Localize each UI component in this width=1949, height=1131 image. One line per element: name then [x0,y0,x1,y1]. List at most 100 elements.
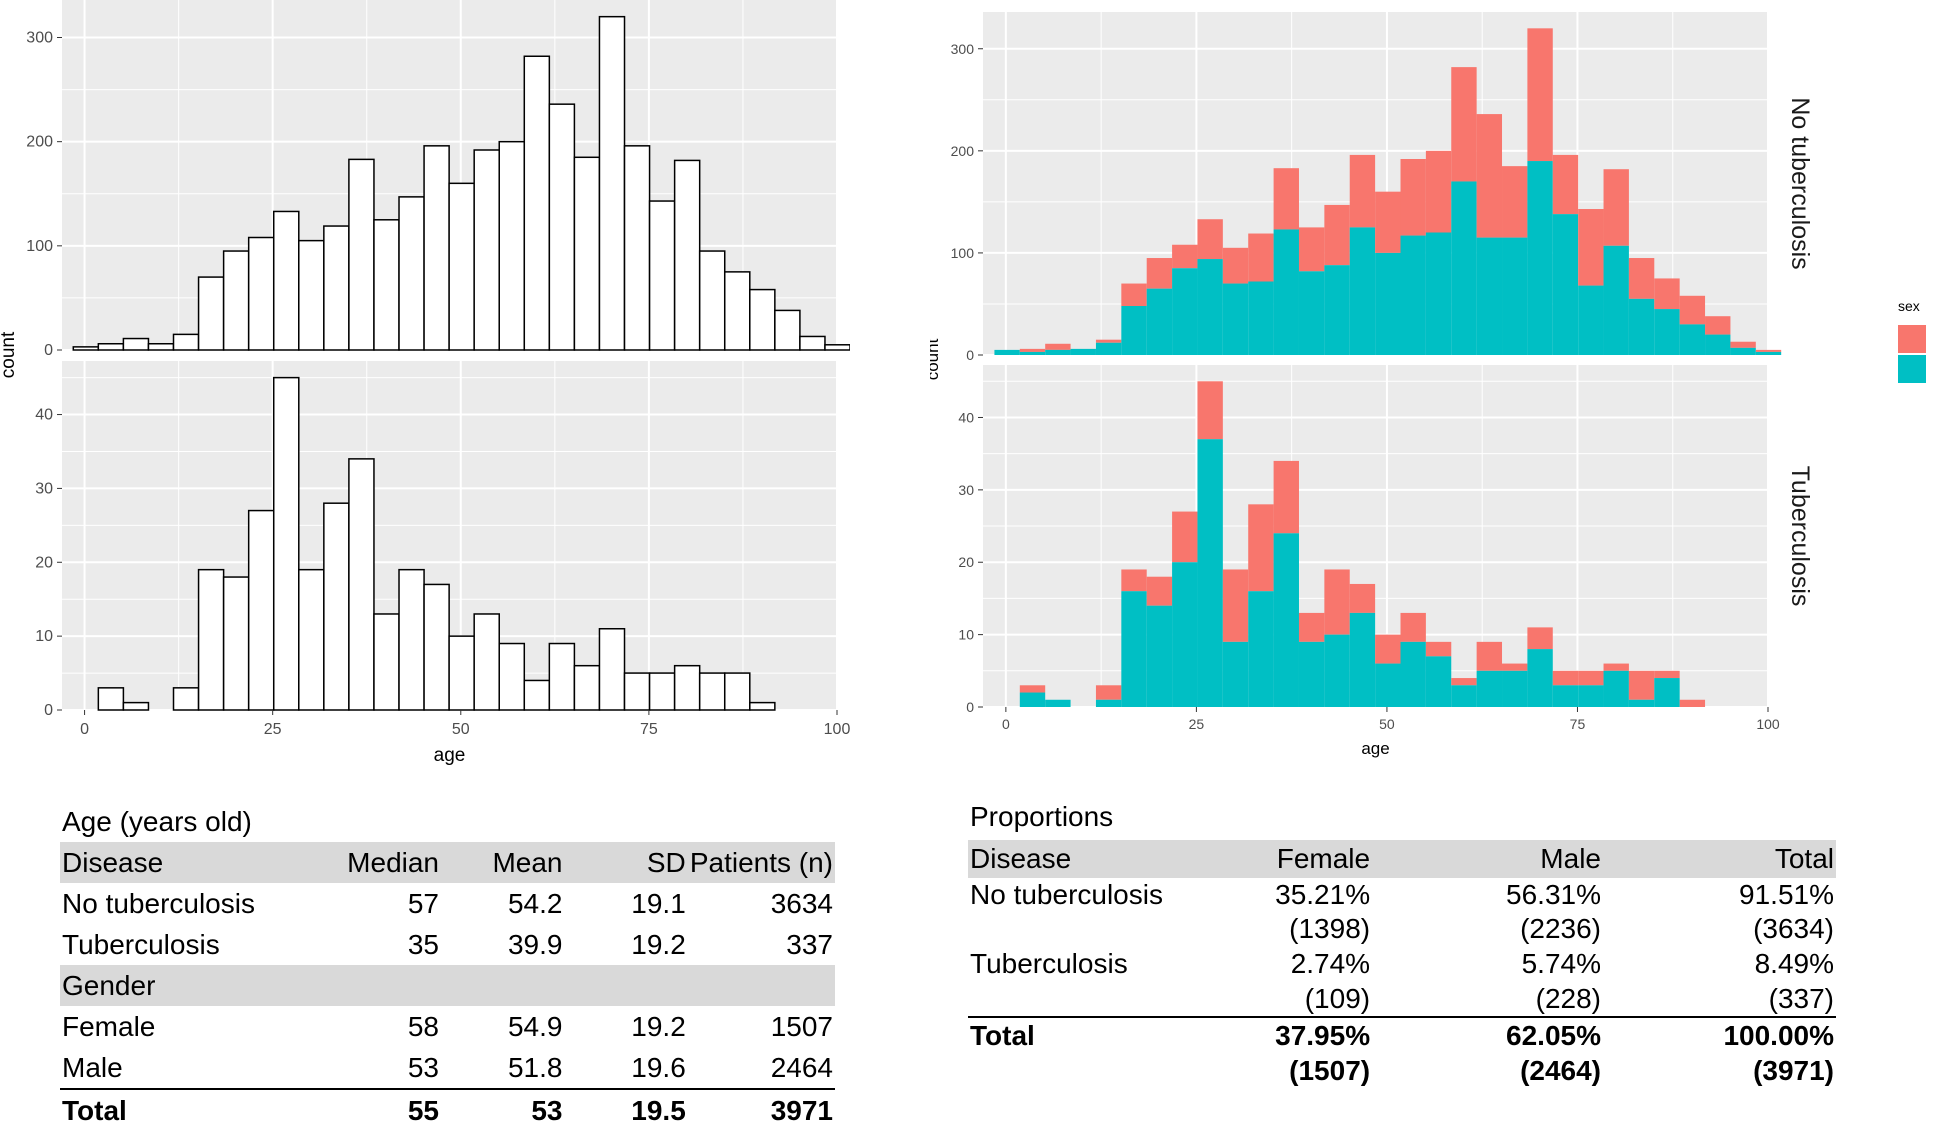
proportions-table-header: Disease Female Male Total [968,840,1836,878]
age-table-caption: Age (years old) [62,806,252,837]
bar-female [1197,219,1223,260]
histogram-bar [247,236,275,351]
bar-male [1476,237,1503,355]
col-male: Male [1372,840,1603,878]
bar-male [1298,271,1325,355]
histogram-bar [122,337,150,351]
y-tick-label: 0 [966,699,974,715]
gender-header-label: Gender [60,965,835,1006]
bar-male [1628,298,1655,355]
bar-female [1019,685,1046,693]
histogram-bar [749,701,776,711]
row-label: No tuberculosis [62,888,255,919]
y-axis-label: count [0,331,19,378]
bar-male [1248,591,1274,707]
bar-female [1400,159,1426,236]
cell-male-n: (2464) [1520,1055,1601,1086]
histogram-bar [623,672,651,711]
bar-female [1349,154,1376,228]
histogram-bar [398,568,425,711]
bar-female [1222,247,1249,284]
cell-median: 35 [407,929,440,960]
total-row: Total 55 53 19.5 3971 [60,1088,835,1131]
table-row-counts: (109) (228) (337) [968,982,1836,1017]
bar-male [1603,670,1629,707]
cell-total-pct: 8.49% [1754,948,1834,979]
bar-female [1730,341,1756,348]
bar-male [1248,281,1274,355]
cell-patients: 2464 [770,1052,833,1083]
bar-female [1527,28,1553,162]
histogram-bar [298,568,325,711]
histogram-bar [423,583,450,711]
bar-male [1654,678,1680,707]
bar-female [1527,627,1553,650]
histogram-bar [272,376,300,711]
blank-cell [968,982,1250,1017]
row-label: Male [62,1052,123,1083]
bar-male [1679,324,1706,355]
bar-female [1248,233,1274,282]
bar-male [1222,641,1249,707]
x-tick-label: 25 [264,721,282,738]
histogram-bar [72,346,100,351]
histogram-bar [723,672,751,711]
histogram-bar [122,701,150,711]
cell-female-pct: 37.95% [1250,1016,1373,1054]
y-tick-label: 30 [958,482,974,498]
x-tick-label: 50 [1379,716,1395,732]
bar-male [1273,229,1299,355]
bar-female [1679,295,1706,325]
cell-sd: 19.6 [631,1052,686,1083]
y-tick-label: 0 [44,702,53,719]
blank-cell [968,1054,1250,1088]
y-tick-label: 300 [26,30,53,47]
y-tick-label: 100 [26,238,53,255]
row-label: Tuberculosis [970,948,1128,979]
cell-male-pct: 62.05% [1372,1016,1603,1054]
bar-male [1654,309,1680,355]
bar-female [1603,663,1629,671]
x-axis-label: age [434,745,466,766]
bar-male [1172,562,1198,707]
cell-median: 57 [407,888,440,919]
legend-swatch-m [1898,355,1926,383]
bar-male [1172,268,1198,355]
row-label: Female [62,1011,156,1042]
bar-female [1502,166,1528,238]
bar-female [1172,244,1198,269]
y-tick-label: 20 [958,554,974,570]
bar-female [1095,685,1122,700]
x-axis-label: age [1361,739,1389,758]
bar-female [1476,114,1503,238]
bar-female [1019,348,1046,352]
bar-female [1578,670,1604,686]
bar-female [1298,227,1325,272]
histogram-bar [423,145,450,351]
y-axis-label: count [930,338,942,380]
cell-female-n: (1507) [1289,1055,1371,1086]
cell-sd: 19.2 [631,1011,686,1042]
bar-male [1273,533,1299,707]
cell-patients: 3971 [687,1088,835,1131]
histogram-bar [373,613,400,711]
histogram-bar [573,664,601,711]
col-disease: Disease [968,840,1251,878]
cell-female-n: (1398) [1289,913,1371,944]
cell-sd: 19.5 [564,1088,688,1131]
y-tick-label: 200 [951,143,975,159]
total-row: Total 37.95% 62.05% 100.00% [968,1016,1836,1054]
histogram-bar [97,687,125,711]
histogram-bar [799,335,826,351]
col-disease: Disease [60,842,300,883]
bar-female [1603,169,1629,246]
proportions-table-caption: Proportions [970,801,1114,832]
bar-male [1324,265,1350,355]
histogram-bar [147,343,175,351]
histogram-bar [448,635,475,711]
cell-mean: 54.2 [507,888,563,919]
blank-cell [968,912,1250,946]
histogram-bar [348,458,375,711]
histogram-bar [222,250,250,351]
